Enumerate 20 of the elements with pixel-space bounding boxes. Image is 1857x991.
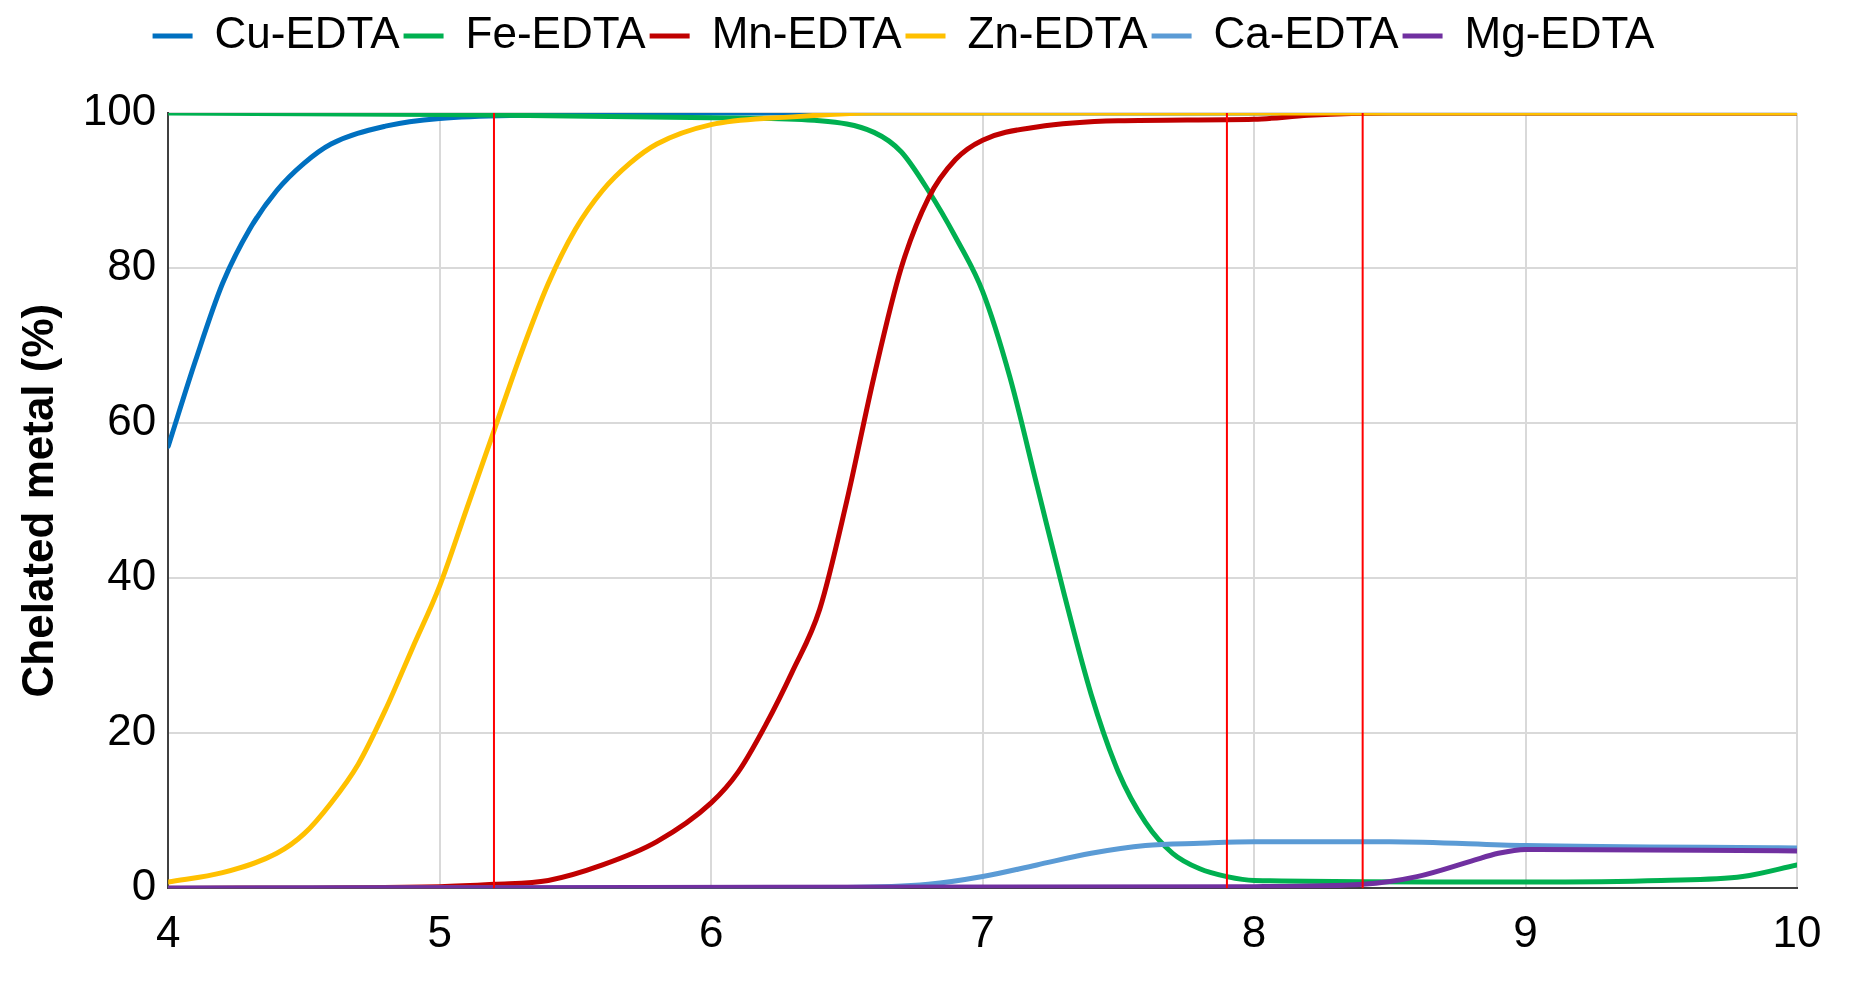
legend-label: Ca-EDTA	[1213, 8, 1400, 58]
x-tick-label: 10	[1772, 906, 1822, 956]
x-tick-label: 9	[1513, 906, 1538, 956]
x-tick-label: 4	[155, 906, 181, 956]
y-axis-title: Chelated metal (%)	[12, 303, 62, 698]
y-tick-label: 100	[82, 85, 157, 135]
y-tick-label: 60	[107, 395, 157, 445]
legend-label: Mg-EDTA	[1464, 8, 1656, 58]
x-tick-label: 6	[698, 906, 724, 956]
y-tick-label: 40	[107, 550, 157, 600]
x-tick-label: 5	[427, 906, 452, 956]
legend-label: Fe-EDTA	[465, 8, 647, 58]
y-tick-label: 80	[107, 240, 157, 290]
y-tick-label: 20	[107, 705, 157, 755]
x-tick-label: 7	[970, 906, 995, 956]
y-tick-label: 0	[131, 860, 157, 910]
legend-label: Cu-EDTA	[214, 8, 401, 58]
legend-label: Zn-EDTA	[967, 8, 1149, 58]
legend-label: Mn-EDTA	[711, 8, 903, 58]
x-tick-label: 8	[1241, 906, 1267, 956]
